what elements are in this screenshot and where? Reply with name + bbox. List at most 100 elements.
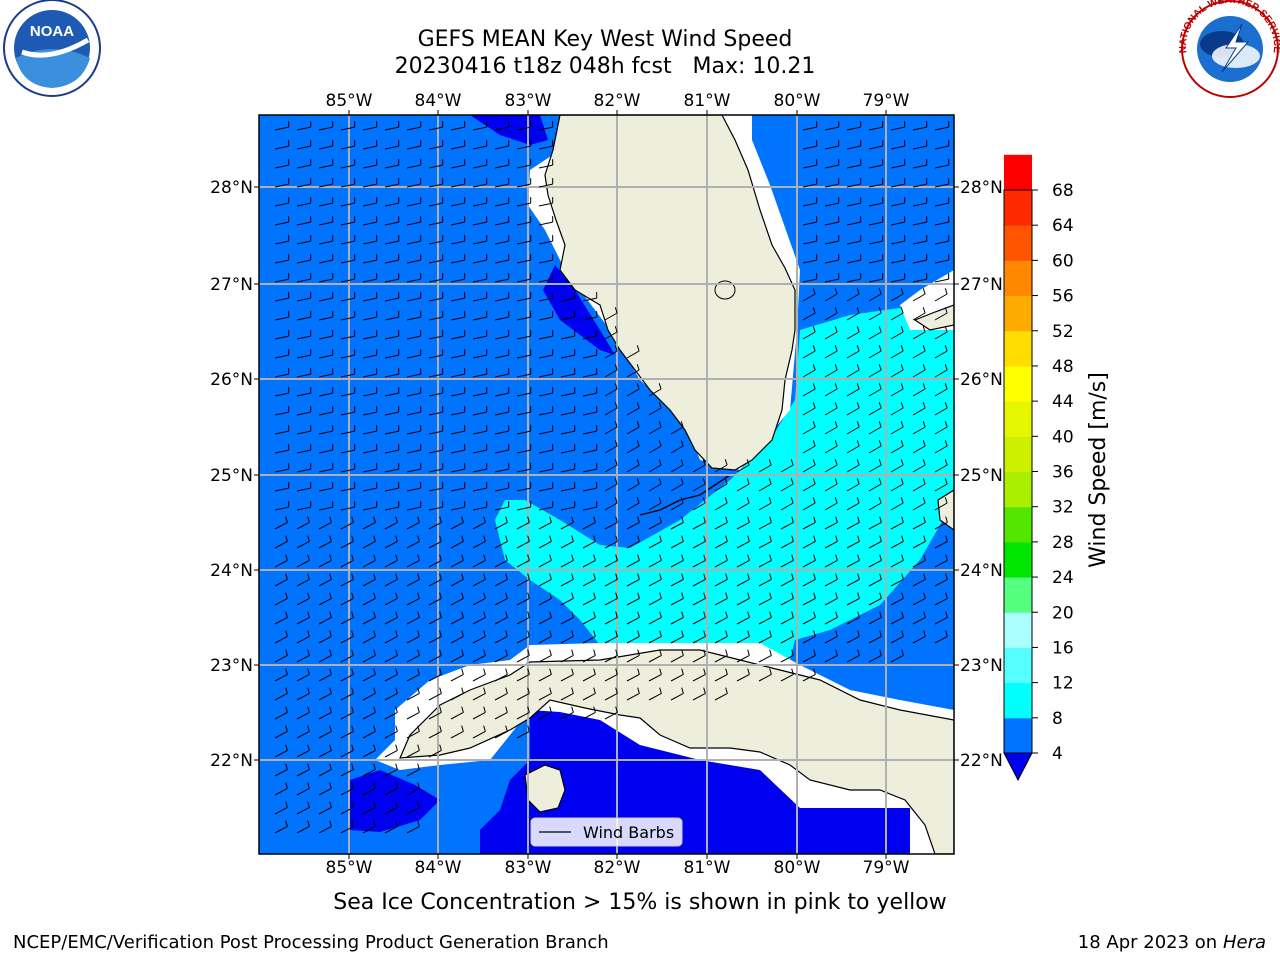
colorbar-tick-label: 28 (1052, 533, 1074, 553)
wind-barb (582, 482, 598, 492)
wind-barb (274, 159, 290, 169)
wind-barb (538, 554, 552, 568)
wind-barb (450, 706, 464, 720)
wind-barb (868, 121, 884, 131)
wind-barb (560, 573, 574, 587)
wind-barb (450, 292, 466, 302)
wind-barb (890, 649, 904, 663)
wind-barb (406, 535, 420, 549)
wind-barb (516, 292, 532, 302)
wind-barb (692, 649, 706, 663)
wind-barb (802, 273, 818, 283)
wind-barb (516, 630, 530, 644)
wind-barb (472, 216, 488, 226)
wind-barb (450, 592, 464, 606)
wind-barb (890, 592, 904, 606)
wind-barb (362, 273, 378, 283)
wind-barb (758, 516, 772, 530)
wind-barb (626, 516, 640, 530)
wind-barb (384, 216, 400, 226)
wind-barb (560, 463, 576, 473)
wind-barb (362, 706, 376, 720)
wind-barb (274, 178, 290, 188)
wind-barb (494, 630, 508, 644)
wind-barb (318, 592, 332, 606)
wind-barb (890, 516, 904, 530)
colorbar-segment (1004, 717, 1032, 754)
wind-barb (406, 425, 422, 435)
wind-barb (538, 349, 554, 359)
colorbar-segment (1004, 154, 1032, 191)
wind-barb (912, 140, 928, 150)
wind-barb (582, 573, 596, 587)
wind-barb (846, 254, 862, 264)
wind-barb (626, 402, 640, 416)
wind-barb (538, 425, 554, 435)
wind-barb (560, 630, 574, 644)
wind-barb (692, 630, 706, 644)
wind-barb (824, 345, 838, 359)
wind-barb (428, 444, 444, 454)
noaa-logo-icon: NOAA (3, 0, 101, 97)
wind-barb (340, 463, 356, 473)
wind-barb (274, 592, 288, 606)
wind-barb (472, 368, 488, 378)
wind-barb (824, 383, 838, 397)
wind-barb (868, 516, 882, 530)
wind-barb (472, 140, 488, 150)
wind-barb (538, 273, 554, 283)
wind-barb (296, 254, 312, 264)
wind-barb (626, 630, 640, 644)
wind-barb (362, 387, 378, 397)
wind-barb (516, 501, 532, 511)
wind-barb (428, 311, 444, 321)
wind-barb (912, 440, 926, 454)
wind-barb (428, 687, 442, 701)
wind-barb (604, 668, 618, 682)
colorbar-segment (1004, 682, 1032, 719)
wind-barb (516, 330, 532, 340)
wind-barb (626, 554, 640, 568)
wind-barb (516, 235, 532, 245)
wind-barb (340, 782, 354, 796)
wind-barb (318, 725, 332, 739)
wind-barb (274, 573, 288, 587)
wind-barb (494, 725, 508, 739)
wind-barb (428, 668, 442, 682)
wind-barb (868, 402, 882, 416)
wind-barb (890, 611, 904, 625)
wind-barb (912, 592, 926, 606)
wind-barb (406, 444, 422, 454)
colorbar-segment (1004, 471, 1032, 508)
wind-barb (472, 425, 488, 435)
wind-barb (494, 406, 510, 416)
wind-barb (846, 235, 862, 245)
wind-barb (868, 273, 884, 283)
colorbar-tick-label: 36 (1052, 463, 1074, 483)
wind-barb (362, 801, 376, 815)
wind-barb (428, 235, 444, 245)
wind-barb (318, 630, 332, 644)
wind-barb (714, 630, 728, 644)
wind-barb (406, 516, 420, 530)
wind-barb (274, 706, 288, 720)
map-frame (258, 114, 955, 855)
wind-barb (296, 763, 310, 777)
wind-barb (472, 254, 488, 264)
wind-barb (296, 368, 312, 378)
colorbar-segment (1004, 506, 1032, 543)
wind-barb (406, 121, 422, 131)
wind-barb (340, 649, 354, 663)
wind-barb (362, 368, 378, 378)
wind-barb (890, 364, 904, 378)
wind-barb (714, 687, 728, 701)
wind-barb (384, 254, 400, 264)
wind-barb (318, 273, 334, 283)
wind-barb (318, 444, 334, 454)
wind-barb (670, 668, 684, 682)
wind-barb (494, 463, 510, 473)
wind-barb (714, 649, 728, 663)
lon-label: 81°W (684, 91, 731, 111)
wind-barb (340, 368, 356, 378)
wind-barb (406, 573, 420, 587)
